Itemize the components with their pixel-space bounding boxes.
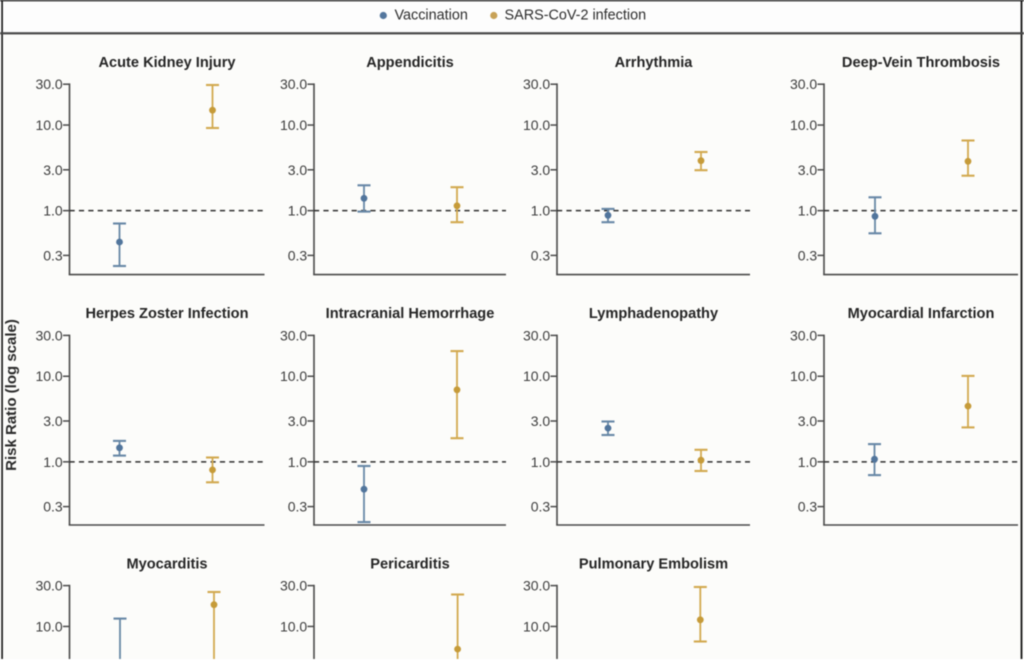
- svg-text:3.0: 3.0: [798, 413, 818, 429]
- svg-text:30.0: 30.0: [790, 76, 817, 92]
- svg-text:30.0: 30.0: [790, 327, 817, 343]
- svg-text:10.0: 10.0: [280, 368, 307, 384]
- svg-text:0.3: 0.3: [43, 499, 63, 515]
- svg-text:Deep-Vein Thrombosis: Deep-Vein Thrombosis: [842, 55, 1000, 71]
- svg-text:3.0: 3.0: [288, 413, 308, 429]
- svg-text:30.0: 30.0: [35, 578, 62, 594]
- svg-text:Pulmonary Embolism: Pulmonary Embolism: [579, 557, 728, 573]
- svg-text:Risk Ratio (log scale): Risk Ratio (log scale): [3, 319, 20, 471]
- svg-text:10.0: 10.0: [35, 117, 62, 133]
- svg-text:30.0: 30.0: [280, 76, 307, 92]
- svg-text:3.0: 3.0: [798, 162, 818, 178]
- svg-text:3.0: 3.0: [43, 413, 63, 429]
- svg-text:3.0: 3.0: [43, 162, 63, 178]
- svg-text:0.3: 0.3: [43, 247, 63, 263]
- svg-text:Acute Kidney Injury: Acute Kidney Injury: [98, 55, 236, 71]
- svg-text:0.3: 0.3: [531, 247, 551, 263]
- svg-text:3.0: 3.0: [531, 413, 551, 429]
- svg-text:Lymphadenopathy: Lymphadenopathy: [589, 306, 719, 322]
- svg-text:Arrhythmia: Arrhythmia: [615, 55, 694, 71]
- svg-text:Myocarditis: Myocarditis: [126, 557, 207, 573]
- svg-text:0.3: 0.3: [531, 499, 551, 515]
- svg-text:30.0: 30.0: [35, 76, 62, 92]
- svg-text:10.0: 10.0: [35, 618, 62, 634]
- svg-text:10.0: 10.0: [523, 368, 550, 384]
- svg-text:Herpes Zoster Infection: Herpes Zoster Infection: [86, 306, 249, 322]
- svg-text:10.0: 10.0: [790, 368, 817, 384]
- svg-text:1.0: 1.0: [43, 203, 63, 219]
- svg-text:30.0: 30.0: [523, 327, 550, 343]
- svg-text:30.0: 30.0: [523, 76, 550, 92]
- svg-text:10.0: 10.0: [280, 618, 307, 634]
- svg-text:10.0: 10.0: [790, 117, 817, 133]
- svg-text:Myocardial Infarction: Myocardial Infarction: [848, 306, 995, 322]
- svg-text:10.0: 10.0: [280, 117, 307, 133]
- svg-text:1.0: 1.0: [43, 454, 63, 470]
- svg-text:Vaccination: Vaccination: [395, 8, 468, 24]
- svg-text:30.0: 30.0: [523, 578, 550, 594]
- svg-text:SARS-CoV-2 infection: SARS-CoV-2 infection: [505, 8, 647, 24]
- svg-text:30.0: 30.0: [35, 327, 62, 343]
- svg-text:1.0: 1.0: [288, 203, 308, 219]
- svg-text:1.0: 1.0: [798, 454, 818, 470]
- svg-text:10.0: 10.0: [523, 117, 550, 133]
- svg-text:0.3: 0.3: [288, 247, 308, 263]
- svg-text:3.0: 3.0: [288, 162, 308, 178]
- svg-text:1.0: 1.0: [798, 203, 818, 219]
- svg-text:1.0: 1.0: [531, 454, 551, 470]
- svg-text:1.0: 1.0: [531, 203, 551, 219]
- svg-text:3.0: 3.0: [531, 162, 551, 178]
- svg-text:Pericarditis: Pericarditis: [370, 557, 450, 573]
- svg-text:0.3: 0.3: [288, 499, 308, 515]
- svg-text:Intracranial Hemorrhage: Intracranial Hemorrhage: [326, 306, 495, 322]
- svg-text:1.0: 1.0: [288, 454, 308, 470]
- svg-text:10.0: 10.0: [35, 368, 62, 384]
- svg-text:0.3: 0.3: [798, 247, 818, 263]
- svg-text:Appendicitis: Appendicitis: [366, 55, 454, 71]
- svg-text:10.0: 10.0: [523, 618, 550, 634]
- svg-text:0.3: 0.3: [798, 499, 818, 515]
- svg-text:30.0: 30.0: [280, 578, 307, 594]
- svg-text:30.0: 30.0: [280, 327, 307, 343]
